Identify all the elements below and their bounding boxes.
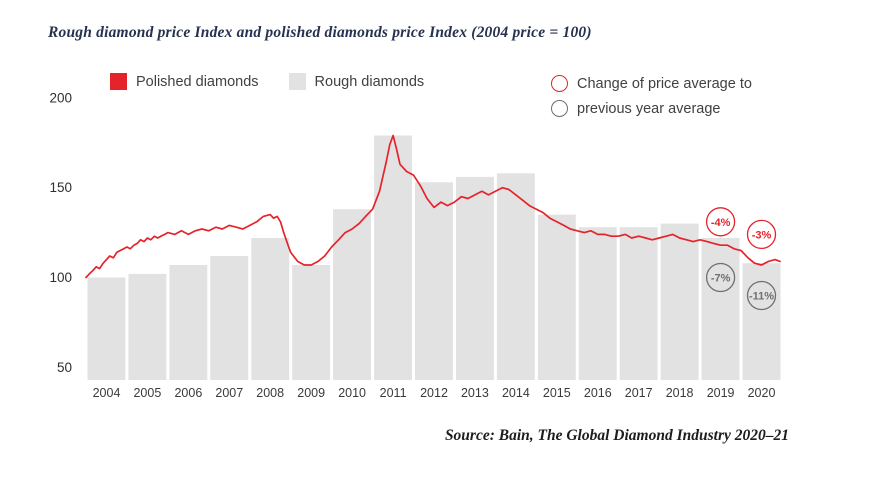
- change-legend-line1: Change of price average to: [577, 75, 752, 92]
- red-circle-icon: [551, 75, 568, 92]
- y-tick-50: 50: [57, 360, 72, 375]
- x-label-2013: 2013: [461, 386, 489, 400]
- change-legend-row-2: previous year average: [551, 96, 752, 121]
- rough-legend-label: Rough diamonds: [314, 73, 425, 90]
- annotation-label--4%: -4%: [711, 217, 731, 229]
- bar-2005: [128, 273, 167, 380]
- x-label-2018: 2018: [666, 386, 694, 400]
- change-legend-row-1: Change of price average to: [551, 71, 752, 96]
- change-legend-line2: previous year average: [577, 100, 721, 117]
- bar-2016: [578, 227, 617, 380]
- x-label-2019: 2019: [707, 386, 735, 400]
- y-tick-100: 100: [49, 270, 72, 285]
- bar-2004: [87, 277, 126, 380]
- bar-2011: [374, 135, 412, 380]
- x-label-2015: 2015: [543, 386, 571, 400]
- x-label-2014: 2014: [502, 386, 530, 400]
- bar-2017: [619, 227, 658, 380]
- annotation-label--3%: -3%: [752, 229, 772, 241]
- bar-2012: [415, 182, 453, 380]
- polished-legend-label: Polished diamonds: [136, 73, 259, 90]
- y-tick-200: 200: [49, 90, 72, 105]
- series-legend: Polished diamonds Rough diamonds: [110, 73, 424, 90]
- annotation-circle--4%: [705, 207, 736, 237]
- polished-legend-swatch: [110, 73, 127, 90]
- chart-title: Rough diamond price Index and polished d…: [48, 24, 592, 41]
- bar-2020: [742, 263, 781, 380]
- x-label-2020: 2020: [748, 386, 776, 400]
- x-label-2006: 2006: [174, 386, 202, 400]
- bar-2008: [251, 238, 290, 380]
- bar-2019: [701, 238, 740, 380]
- bar-2013: [456, 176, 494, 380]
- change-legend: Change of price average to previous year…: [551, 71, 752, 121]
- bar-2014: [496, 173, 535, 380]
- x-label-2009: 2009: [297, 386, 325, 400]
- rough-legend-pair: Rough diamonds: [288, 73, 425, 90]
- rough-legend-swatch: [288, 73, 306, 90]
- x-label-2010: 2010: [338, 386, 366, 400]
- bar-2015: [537, 214, 576, 380]
- annotation-circle--7%: [705, 262, 736, 293]
- y-tick-150: 150: [49, 180, 72, 195]
- x-label-2005: 2005: [133, 386, 161, 400]
- x-label-2017: 2017: [625, 386, 653, 400]
- x-label-2012: 2012: [420, 386, 448, 400]
- bar-2018: [660, 223, 699, 380]
- polished-line: [85, 134, 781, 279]
- annotation-circle--3%: [746, 219, 777, 250]
- x-label-2007: 2007: [215, 386, 243, 400]
- source-citation: Source: Bain, The Global Diamond Industr…: [444, 427, 789, 444]
- x-label-2004: 2004: [93, 386, 121, 400]
- annotation-circle--11%: [746, 280, 777, 311]
- bar-2010: [333, 209, 371, 380]
- x-label-2011: 2011: [380, 386, 407, 400]
- annotation-label--11%: -11%: [749, 291, 774, 303]
- x-label-2016: 2016: [584, 386, 612, 400]
- x-label-2008: 2008: [256, 386, 284, 400]
- gray-circle-icon: [551, 100, 568, 117]
- bar-2009: [292, 265, 331, 380]
- annotation-label--7%: -7%: [711, 273, 731, 285]
- bar-2006: [169, 265, 208, 380]
- bar-2007: [210, 256, 249, 380]
